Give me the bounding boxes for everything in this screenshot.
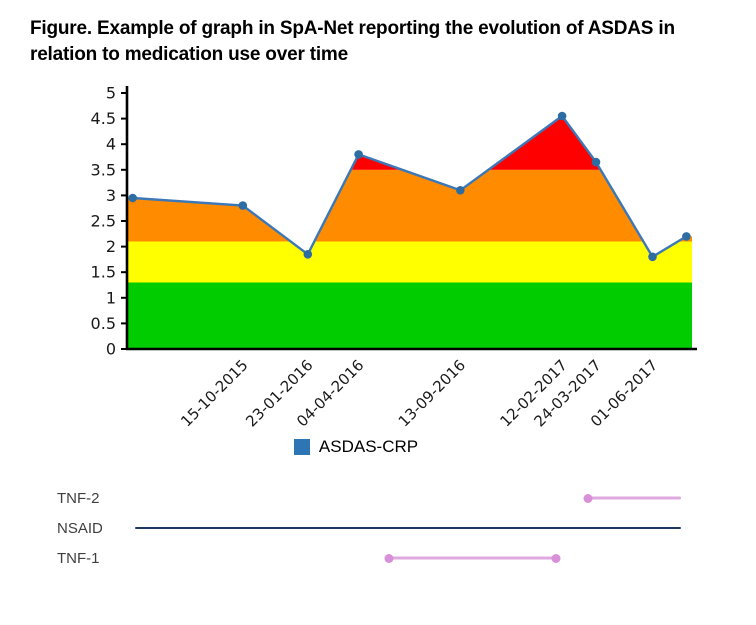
med-track-tnf2 [135,483,683,513]
x-date-label: 13-09-2016 [395,356,469,430]
asdas-chart: 0 0.5 1 1.5 2 2.5 3 3.5 4 4.5 5 15-10-2015 23-01-201… [52,81,756,437]
data-point [648,252,657,262]
med-line-tnf2 [583,493,681,503]
y-tick-label: 3 [106,186,116,205]
med-label-tnf2: TNF-2 [57,489,100,507]
x-date-label: 15-10-2015 [177,356,251,430]
data-point [456,186,465,195]
asdas-chart-svg: 00.511.522.533.544.5515-10-201523-01-201… [91,84,697,431]
figure-title: Figure. Example of graph in SpA-Net repo… [30,18,675,65]
med-label-tnf1: TNF-1 [57,549,100,567]
data-point [591,158,601,167]
chart-legend: ASDAS-CRP [26,437,686,457]
y-tick-label: 1.5 [91,263,116,282]
band-inactive-disease [127,282,692,350]
data-point [682,232,691,241]
data-point [557,111,567,121]
med-dot-start [384,553,394,563]
data-point [354,150,363,159]
data-point [128,193,137,203]
med-label-nsaid: NSAID [57,519,103,537]
y-tick-label: 4 [106,135,116,154]
band-very-high-activity [127,116,692,171]
medication-timeline: TNF-2 NSAID TNF-1 [0,483,756,573]
legend-swatch-asdas-crp [293,439,310,456]
med-dot-end [551,553,561,563]
y-tick-label: 2.5 [91,212,116,231]
med-line-nsaid [135,527,681,530]
y-tick-label: 2 [106,237,116,256]
y-tick-label: 0.5 [91,314,116,333]
y-tick-label: 5 [106,84,116,103]
y-tick-label: 0 [106,340,116,359]
figure-page: Figure. Example of graph in SpA-Net repo… [0,16,756,573]
y-tick-label: 3.5 [91,161,116,180]
med-track-tnf1 [135,543,683,573]
med-row-nsaid: NSAID [0,513,756,543]
y-tick-label: 4.5 [91,109,116,128]
band-moderate-activity [127,241,692,283]
med-line-tnf1 [384,553,561,563]
data-point [303,250,313,259]
y-tick-label: 1 [106,289,116,308]
med-row-tnf2: TNF-2 [0,483,756,513]
legend-label: ASDAS-CRP [318,437,419,457]
med-row-tnf1: TNF-1 [0,543,756,573]
med-track-nsaid [135,513,683,543]
med-dot-start [583,493,593,503]
data-point [238,201,248,211]
